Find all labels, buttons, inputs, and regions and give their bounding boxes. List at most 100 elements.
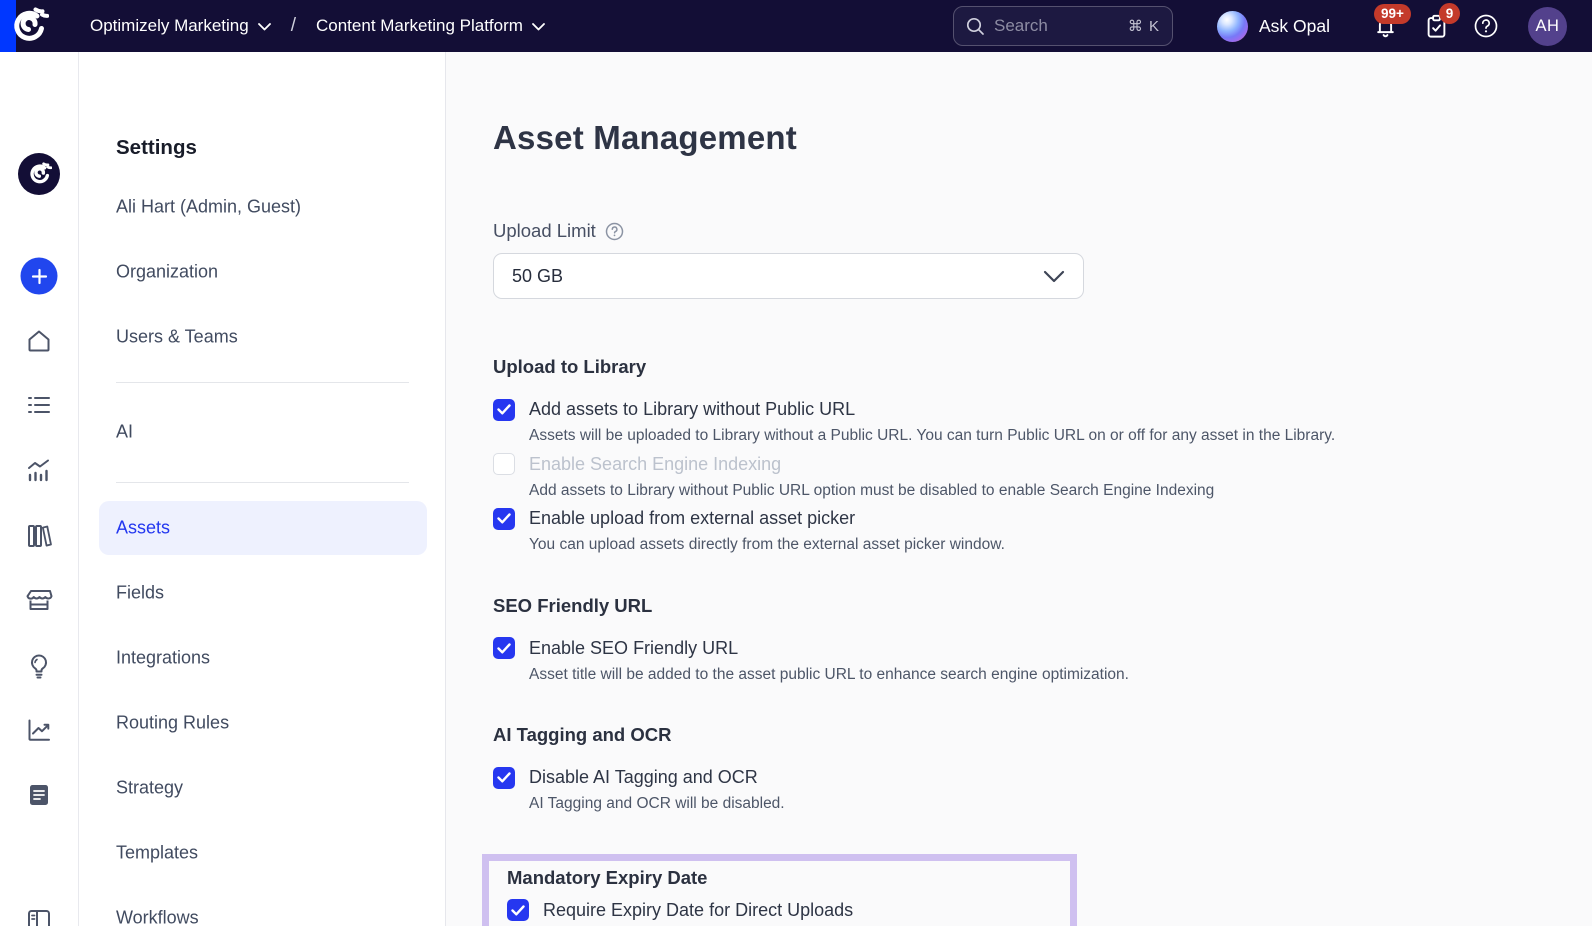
section-heading-mandatory-expiry-date: Mandatory Expiry Date bbox=[507, 866, 708, 888]
option-description: AI Tagging and OCR will be disabled. bbox=[529, 795, 785, 812]
option-row: Enable Search Engine Indexing Add assets… bbox=[493, 451, 1532, 505]
breadcrumb-separator: / bbox=[290, 15, 296, 36]
search-input[interactable] bbox=[994, 16, 1119, 36]
sidebar-item-reports[interactable] bbox=[24, 715, 54, 745]
checkbox-require-expiry-direct-uploads[interactable] bbox=[507, 899, 529, 921]
search-shortcut-hint: ⌘ K bbox=[1127, 18, 1160, 35]
analytics-bars-icon bbox=[28, 459, 49, 482]
chevron-down-icon bbox=[257, 23, 271, 31]
chevron-down-icon bbox=[1043, 270, 1065, 282]
tasks-badge: 9 bbox=[1439, 2, 1460, 24]
option-description: Add assets to Library without Public URL… bbox=[529, 481, 1215, 499]
help-circle-icon[interactable] bbox=[605, 222, 624, 241]
check-icon bbox=[511, 904, 525, 915]
option-description: Assets will be uploaded to Library witho… bbox=[529, 427, 1336, 444]
sidebar-item-analytics[interactable] bbox=[24, 456, 54, 486]
panel-toggle-icon bbox=[28, 910, 50, 926]
trend-chart-icon bbox=[28, 719, 50, 741]
optimizely-logo[interactable] bbox=[0, 0, 79, 52]
sidebar-item-routing-rules[interactable]: Routing Rules bbox=[116, 712, 230, 733]
chevron-down-icon bbox=[532, 23, 545, 31]
option-label: Add assets to Library without Public URL bbox=[529, 399, 856, 419]
sidebar-item-ai[interactable]: AI bbox=[116, 421, 134, 442]
sidebar-item-integrations[interactable]: Integrations bbox=[116, 647, 211, 668]
sidebar-item-users-teams[interactable]: Users & Teams bbox=[116, 326, 238, 347]
sidebar-item-home[interactable] bbox=[25, 327, 53, 355]
checkbox-add-assets-without-public-url[interactable] bbox=[493, 398, 515, 421]
option-row: Enable SEO Friendly URL Asset title will… bbox=[493, 635, 1532, 689]
settings-title: Settings bbox=[116, 136, 197, 159]
checkbox-disable-ai-tagging-ocr[interactable] bbox=[493, 766, 515, 789]
notifications-button[interactable]: 99+ bbox=[1372, 3, 1411, 40]
search-box[interactable]: ⌘ K bbox=[953, 6, 1173, 46]
option-row: Require Expiry Date for Direct Uploads bbox=[507, 897, 1054, 924]
sidebar-item-marketplace[interactable] bbox=[24, 585, 54, 615]
sidebar-item-workflows[interactable]: Workflows bbox=[116, 908, 199, 926]
help-icon bbox=[1474, 14, 1498, 38]
avatar[interactable]: AH bbox=[1528, 6, 1567, 46]
breadcrumb: Optimizely Marketing / Content Marketing… bbox=[90, 15, 545, 37]
ask-opal-button[interactable]: Ask Opal bbox=[1217, 10, 1330, 42]
option-label: Require Expiry Date for Direct Uploads bbox=[543, 899, 854, 920]
section-heading-upload-to-library: Upload to Library bbox=[493, 356, 647, 377]
checkbox-enable-upload-external-picker[interactable] bbox=[493, 507, 515, 530]
sidebar-item-user-profile[interactable]: Ali Hart (Admin, Guest) bbox=[116, 196, 302, 217]
upload-limit-select[interactable]: 50 GB bbox=[493, 253, 1084, 299]
option-label: Enable upload from external asset picker bbox=[529, 508, 856, 528]
option-row: Enable upload from external asset picker… bbox=[493, 505, 1532, 559]
checkbox-enable-search-engine-indexing bbox=[493, 453, 515, 475]
sidebar-item-notes[interactable] bbox=[25, 781, 53, 809]
notifications-badge: 99+ bbox=[1374, 3, 1411, 24]
option-label: Enable SEO Friendly URL bbox=[529, 637, 739, 658]
sidebar-item-fields[interactable]: Fields bbox=[116, 582, 165, 603]
avatar-initials: AH bbox=[1535, 16, 1560, 35]
checkbox-enable-seo-friendly-url[interactable] bbox=[493, 637, 515, 659]
page-title: Asset Management bbox=[493, 119, 797, 156]
option-row: Disable AI Tagging and OCR AI Tagging an… bbox=[493, 764, 1532, 818]
document-icon bbox=[30, 785, 48, 805]
sidebar-item-tasks-list[interactable] bbox=[25, 391, 53, 419]
icon-rail bbox=[0, 52, 79, 926]
breadcrumb-product-selector[interactable]: Content Marketing Platform bbox=[316, 16, 545, 36]
upload-limit-value: 50 GB bbox=[512, 265, 564, 286]
optimizely-logo-icon bbox=[7, 5, 50, 52]
tasks-button[interactable]: 9 bbox=[1423, 2, 1460, 40]
sidebar-item-organization-home[interactable] bbox=[18, 153, 60, 195]
collapse-panel-button[interactable] bbox=[24, 905, 54, 926]
sidebar-item-organization[interactable]: Organization bbox=[116, 261, 219, 282]
check-icon bbox=[497, 513, 511, 524]
sidebar-item-ideas[interactable] bbox=[24, 651, 54, 681]
sidebar-item-strategy[interactable]: Strategy bbox=[116, 777, 184, 798]
storefront-icon bbox=[26, 590, 53, 610]
section-heading-seo-friendly-url: SEO Friendly URL bbox=[493, 594, 653, 616]
org-logo-icon bbox=[18, 153, 60, 195]
brand-blue-bar bbox=[0, 0, 16, 52]
check-icon bbox=[497, 642, 511, 653]
section-heading-ai-tagging-ocr: AI Tagging and OCR bbox=[493, 724, 672, 745]
divider bbox=[116, 382, 409, 383]
library-books-icon bbox=[28, 525, 52, 547]
search-icon bbox=[966, 17, 984, 35]
help-button[interactable] bbox=[1472, 12, 1500, 40]
clipboard-check-icon bbox=[1427, 14, 1446, 38]
check-icon bbox=[497, 772, 511, 783]
lightbulb-icon bbox=[31, 654, 47, 679]
plus-icon bbox=[20, 257, 58, 295]
sidebar-item-assets[interactable]: Assets bbox=[116, 517, 171, 538]
sidebar-item-templates[interactable]: Templates bbox=[116, 842, 199, 863]
sidebar-item-library[interactable] bbox=[24, 521, 54, 551]
header-actions: ⌘ K Ask Opal 99+ 9 bbox=[953, 2, 1592, 46]
list-icon bbox=[28, 397, 50, 413]
breadcrumb-org-selector[interactable]: Optimizely Marketing bbox=[90, 16, 271, 36]
home-icon bbox=[28, 330, 50, 352]
settings-sidebar: Settings Ali Hart (Admin, Guest) Organiz… bbox=[79, 52, 446, 926]
mandatory-expiry-date-highlight: Mandatory Expiry Date Require Expiry Dat… bbox=[482, 853, 1077, 926]
create-new-button[interactable] bbox=[20, 257, 58, 295]
option-description: Asset title will be added to the asset p… bbox=[529, 665, 1129, 683]
option-description: You can upload assets directly from the … bbox=[529, 536, 1005, 553]
top-header: Optimizely Marketing / Content Marketing… bbox=[0, 0, 1592, 52]
active-item-highlight bbox=[99, 501, 427, 555]
divider bbox=[116, 482, 409, 483]
breadcrumb-product-label: Content Marketing Platform bbox=[316, 16, 523, 35]
upload-limit-label: Upload Limit bbox=[493, 220, 596, 241]
